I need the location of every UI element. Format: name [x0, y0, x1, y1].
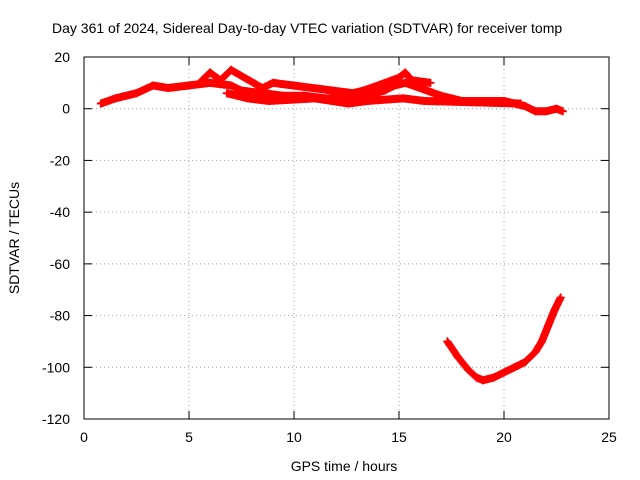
- y-tick-label: 0: [62, 101, 70, 117]
- x-tick-label: 25: [601, 429, 617, 445]
- x-tick-label: 10: [286, 429, 302, 445]
- ticks: [83, 56, 610, 420]
- y-tick-label: -60: [50, 256, 70, 272]
- data-point: [516, 99, 525, 108]
- x-axis-label: GPS time / hours: [291, 458, 398, 474]
- x-tick-label: 20: [496, 429, 512, 445]
- chart-title: Day 361 of 2024, Sidereal Day-to-day VTE…: [52, 20, 562, 36]
- tick-labels: 0 5 10 15 20 25 -120 -100 -80 -60 -40 -20 0 20: [42, 49, 617, 445]
- y-tick-label: -20: [50, 152, 70, 168]
- x-tick-label: 5: [185, 429, 193, 445]
- plot-frame: [83, 56, 610, 420]
- y-tick-label: -40: [50, 204, 70, 220]
- y-axis-label: SDTVAR / TECUs: [6, 182, 22, 294]
- y-tick-label: 20: [54, 49, 70, 65]
- data-layer: [96, 65, 567, 385]
- series-lower-spikes: [222, 89, 525, 108]
- x-tick-label: 0: [80, 429, 88, 445]
- data-point: [556, 293, 565, 302]
- series-upper-spikes: [195, 65, 435, 98]
- series-outlier-curve: [443, 293, 565, 385]
- y-tick-label: -120: [42, 411, 70, 427]
- y-tick-label: -100: [42, 359, 70, 375]
- y-tick-label: -80: [50, 308, 70, 324]
- data-point: [558, 107, 567, 116]
- data-point: [426, 78, 435, 87]
- grid: [84, 57, 609, 419]
- x-tick-label: 15: [391, 429, 407, 445]
